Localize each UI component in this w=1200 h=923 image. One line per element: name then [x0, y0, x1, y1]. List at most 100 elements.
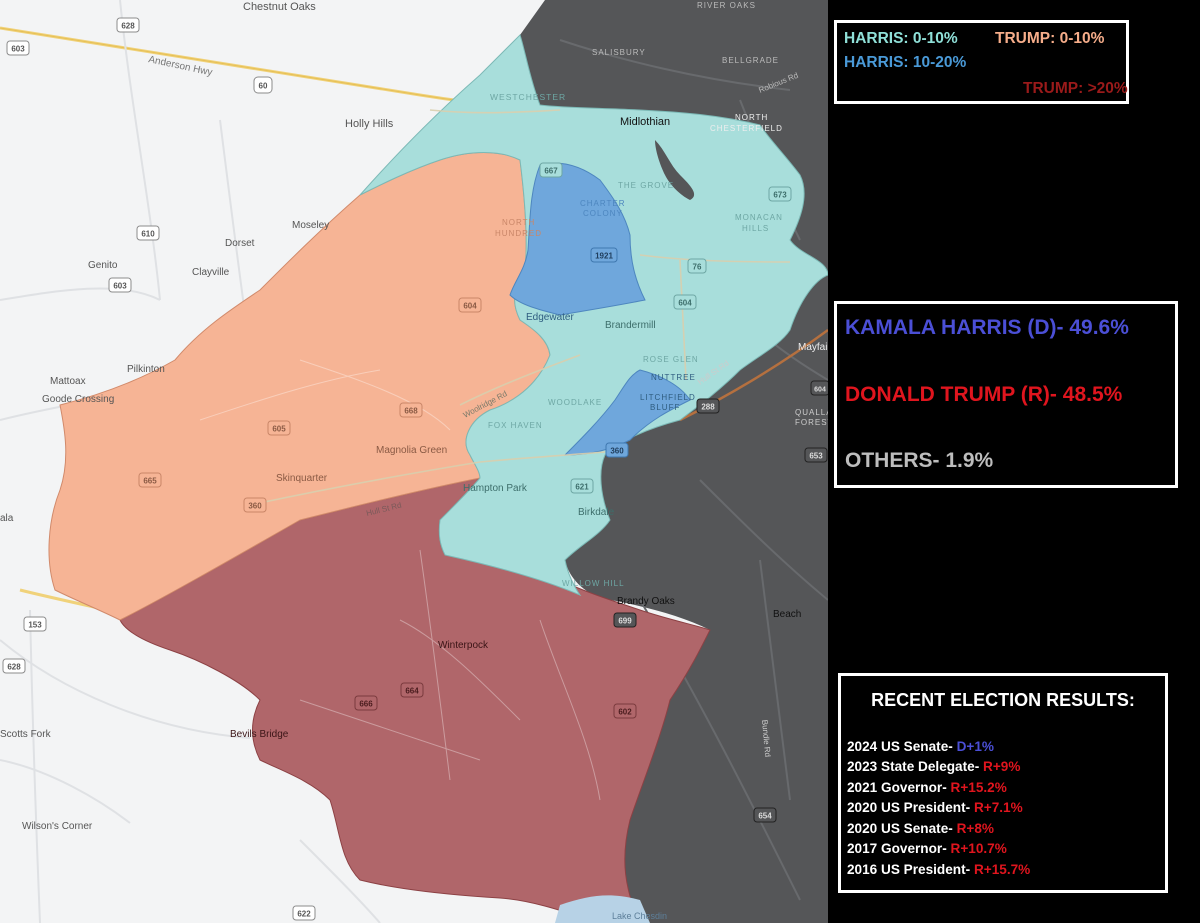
- route-shield: 667: [539, 162, 563, 178]
- place-label: Pilkinton: [127, 364, 165, 375]
- place-label: Magnolia Green: [376, 445, 447, 456]
- district-name: CHESTERFIELD: [710, 124, 783, 133]
- district-name: SALISBURY: [592, 48, 646, 57]
- harris-10-20-region-south: [563, 369, 691, 456]
- terrain-roads: [199, 359, 601, 801]
- district-name: BELLGRADE: [722, 56, 779, 65]
- route-shield-label: 60: [259, 82, 268, 91]
- route-shield: 603: [6, 40, 30, 56]
- route-shield: 610: [136, 225, 160, 241]
- route-shield: 699: [613, 612, 637, 628]
- route-shield: 654: [753, 807, 777, 823]
- result-harris-label: KAMALA HARRIS (D)-: [845, 316, 1070, 339]
- harris-10-20-region-north: [509, 162, 646, 316]
- route-shield: 665: [138, 472, 162, 488]
- result-trump-label: DONALD TRUMP (R)-: [845, 383, 1063, 406]
- results-box: KAMALA HARRIS (D)- 49.6% DONALD TRUMP (R…: [834, 301, 1178, 488]
- route-shield-label: 604: [814, 387, 826, 394]
- harris-0-10-region: [359, 34, 828, 597]
- place-label: Birkdale: [578, 507, 615, 518]
- district-name: ROSE GLEN: [643, 355, 699, 364]
- route-shield: 628: [116, 17, 140, 33]
- recent-row-value: R+9%: [983, 759, 1021, 774]
- route-shield-label: 665: [143, 477, 157, 486]
- route-shield-label: 628: [121, 22, 135, 31]
- district-name: WESTCHESTER: [490, 92, 566, 102]
- result-harris: KAMALA HARRIS (D)- 49.6%: [845, 316, 1129, 340]
- route-shield-label: 668: [404, 407, 418, 416]
- recent-row-label: 2020 US Senate-: [847, 821, 957, 836]
- route-shield: 628: [2, 658, 26, 674]
- place-label: Brandy Oaks: [617, 596, 675, 607]
- recent-row-label: 2017 Governor-: [847, 841, 951, 856]
- route-shield: 604: [810, 380, 828, 396]
- place-label: Hampton Park: [463, 483, 528, 494]
- recent-row: 2024 US Senate- D+1%: [847, 739, 994, 754]
- place-label: Beach: [773, 609, 801, 620]
- route-shield-label: 76: [693, 263, 702, 272]
- district-name: COLONY: [583, 209, 623, 218]
- route-shield: 288: [696, 398, 720, 414]
- route-shield-label: 360: [248, 502, 262, 511]
- recent-row: 2023 State Delegate- R+9%: [847, 759, 1020, 774]
- recent-row-label: 2021 Governor-: [847, 780, 951, 795]
- route-shield: 603: [108, 277, 132, 293]
- route-shield-label: 610: [141, 230, 155, 239]
- route-shield-label: 153: [28, 621, 42, 630]
- route-shield-label: 653: [809, 452, 823, 461]
- route-shield: 622: [292, 905, 316, 921]
- recent-row-label: 2023 State Delegate-: [847, 759, 984, 774]
- recent-row-value: D+1%: [956, 739, 994, 754]
- recent-row-label: 2020 US President-: [847, 800, 974, 815]
- route-shield-label: 654: [758, 812, 772, 821]
- route-shield-label: 603: [113, 282, 127, 291]
- place-label: Mattoax: [50, 376, 86, 387]
- legend: HARRIS: 0-10% TRUMP: 0-10% HARRIS: 10-20…: [834, 20, 1129, 104]
- place-label: Skinquarter: [276, 473, 328, 484]
- district-name: QUALLA: [795, 408, 828, 417]
- route-shield: 153: [23, 616, 47, 632]
- legend-harris-10-20: HARRIS: 10-20%: [844, 54, 967, 71]
- place-label: Dorset: [225, 238, 255, 249]
- route-shield-layer: 628 603 60 610 603 604: [2, 17, 828, 921]
- place-label: Winterpock: [438, 640, 489, 651]
- route-shield-label: 666: [359, 700, 373, 709]
- recent-row: 2020 US President- R+7.1%: [847, 800, 1023, 815]
- route-shield: 673: [768, 186, 792, 202]
- road-label: Bundle Rd: [760, 719, 772, 757]
- route-shield-label: 628: [7, 663, 21, 672]
- route-shield-label: 621: [575, 483, 589, 492]
- district-name: WILLOW HILL: [562, 579, 625, 588]
- recent-row-value: R+8%: [956, 821, 994, 836]
- route-shield: 605: [267, 420, 291, 436]
- place-label: ala: [0, 513, 14, 524]
- place-label: Chestnut Oaks: [243, 1, 316, 13]
- result-trump-value: 48.5%: [1062, 383, 1123, 406]
- recent-row-value: R+10.7%: [950, 841, 1007, 856]
- result-others: OTHERS- 1.9%: [845, 449, 993, 473]
- place-label: Scotts Fork: [0, 729, 52, 740]
- route-shield: 1921: [590, 247, 618, 263]
- info-panel: HARRIS: 0-10% TRUMP: 0-10% HARRIS: 10-20…: [828, 0, 1200, 923]
- route-shield: 621: [570, 478, 594, 494]
- district-name: LITCHFIELD: [640, 393, 696, 402]
- route-shield: 604: [458, 297, 482, 313]
- place-label: Lake Chesdin: [612, 911, 667, 921]
- recent-row: 2016 US President- R+15.7%: [847, 862, 1030, 877]
- route-shield: 602: [613, 703, 637, 719]
- route-shield: 653: [804, 447, 828, 463]
- recent-row: 2017 Governor- R+10.7%: [847, 841, 1007, 856]
- route-shield: 76: [687, 258, 707, 274]
- route-shield-label: 605: [272, 425, 286, 434]
- legend-trump-over-20: TRUMP: >20%: [1023, 80, 1128, 97]
- place-label: Edgewater: [526, 312, 574, 323]
- route-shield-label: 667: [544, 167, 558, 176]
- result-others-label: OTHERS-: [845, 449, 946, 472]
- district-name: CHARTER: [580, 199, 626, 208]
- route-shield: 604: [673, 294, 697, 310]
- legend-trump-0-10: TRUMP: 0-10%: [995, 30, 1105, 47]
- district-name: FOREST: [795, 418, 828, 427]
- place-label: Goode Crossing: [42, 394, 114, 405]
- place-label: Holly Hills: [345, 118, 394, 130]
